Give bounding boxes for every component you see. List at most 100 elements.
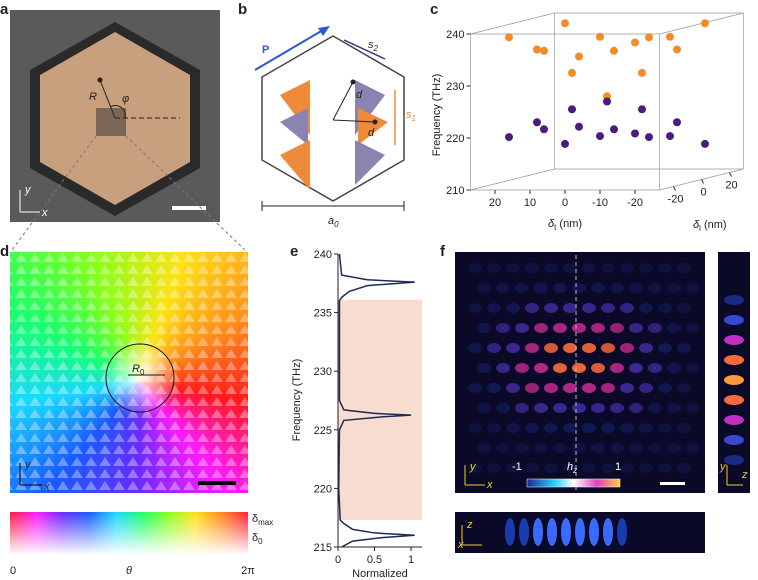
field-lobe	[525, 303, 539, 313]
band	[338, 299, 422, 521]
field-lobe	[534, 323, 548, 333]
x-tick-label: 0	[562, 197, 568, 209]
field-lobe	[525, 343, 539, 353]
point	[505, 133, 513, 142]
point	[568, 105, 576, 114]
shape: δ	[252, 532, 258, 544]
field-lobe	[477, 443, 491, 453]
field-lobe	[629, 283, 643, 293]
shape	[280, 140, 310, 190]
shape	[97, 77, 103, 83]
field-lobe	[572, 283, 586, 293]
label: d	[368, 127, 375, 139]
point	[701, 139, 709, 148]
shape: s	[406, 109, 412, 121]
shape	[100, 338, 180, 418]
label: a	[0, 1, 9, 18]
field-lobe	[620, 303, 634, 313]
label: δ0	[252, 532, 263, 546]
field-lobe	[487, 263, 501, 273]
field-lobe	[724, 455, 744, 465]
point	[638, 68, 646, 77]
field-lobe	[496, 443, 510, 453]
field-lobe	[629, 443, 643, 453]
field-lobe	[572, 363, 586, 373]
field-lobe	[658, 303, 672, 313]
label: a0	[328, 215, 339, 229]
field-lobe	[575, 518, 585, 546]
field-lobe	[610, 443, 624, 453]
shape: 0	[258, 537, 263, 546]
z-tick-label: 0	[700, 187, 706, 199]
label-base: δ	[693, 219, 700, 231]
field-lobe	[639, 343, 653, 353]
point	[645, 33, 653, 42]
field-lobe	[563, 463, 577, 473]
y-tick-label: 215	[314, 542, 332, 554]
label: e	[290, 243, 298, 260]
shape: δ	[252, 513, 258, 525]
point	[631, 129, 639, 138]
field-lobe	[496, 363, 510, 373]
field-lobe	[582, 303, 596, 313]
field-lobe	[582, 423, 596, 433]
field-lobe	[582, 263, 596, 273]
field-lobe	[610, 363, 624, 373]
field-lobe	[591, 443, 605, 453]
y-tick-label: 230	[314, 366, 332, 378]
field-lobe	[601, 263, 615, 273]
shape: 2	[373, 44, 379, 53]
y-tick-label: 230	[446, 81, 464, 93]
shape	[99, 79, 116, 119]
shape: 215 220 225 230 235 240 0 0.5 1 Frequency (THz) No…	[291, 249, 422, 580]
field-lobe	[677, 423, 691, 433]
point	[533, 45, 541, 54]
shape	[172, 206, 206, 210]
field-lobe	[648, 443, 662, 453]
label: δmax	[252, 513, 273, 527]
field-lobe	[544, 383, 558, 393]
label-base: δ	[548, 218, 555, 230]
label: φ	[122, 93, 129, 105]
field-lobe	[487, 423, 501, 433]
shape: s	[368, 39, 374, 51]
label: y	[469, 461, 477, 473]
field-lobe	[686, 323, 700, 333]
field-lobe	[561, 518, 571, 546]
field-lobe	[534, 363, 548, 373]
box-edge	[470, 168, 555, 191]
shape: z	[572, 466, 577, 475]
field-lobe	[648, 323, 662, 333]
shape	[332, 119, 376, 123]
label: R0	[132, 363, 145, 377]
shape	[105, 343, 175, 413]
field-lobe	[648, 283, 662, 293]
label-rest: (nm)	[701, 219, 727, 231]
label: x	[486, 479, 493, 491]
field-lobe	[506, 383, 520, 393]
field-lobe	[677, 383, 691, 393]
field-lobe	[591, 323, 605, 333]
label: s2	[368, 39, 379, 53]
field-lobe	[515, 443, 529, 453]
field-lobe	[525, 383, 539, 393]
field-lobe	[547, 518, 557, 546]
field-lobe	[629, 363, 643, 373]
y-tick-label: 220	[314, 483, 332, 495]
field-lobe	[677, 463, 691, 473]
field-lobe	[603, 518, 613, 546]
shape: h	[567, 461, 573, 473]
point	[568, 68, 576, 77]
shape	[261, 35, 405, 202]
field-lobe	[658, 463, 672, 473]
point	[540, 125, 548, 134]
shape	[718, 252, 750, 493]
field-lobe	[534, 443, 548, 453]
field-lobe	[667, 323, 681, 333]
label: z	[741, 469, 748, 481]
field-lobe	[496, 283, 510, 293]
x-tick-label: 0	[335, 554, 341, 566]
label: 1	[615, 461, 621, 473]
